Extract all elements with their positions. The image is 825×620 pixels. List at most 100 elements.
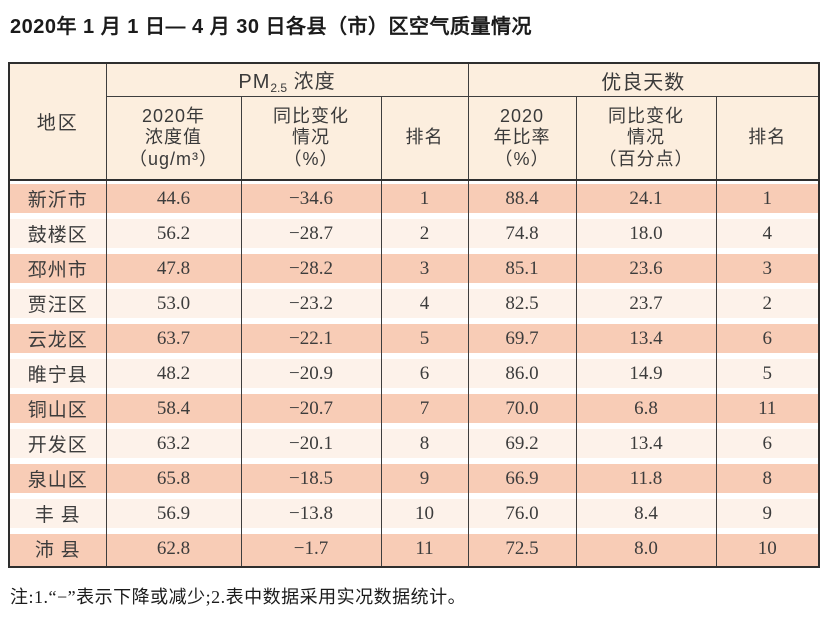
cell-good_rate: 69.2 [467, 426, 577, 461]
cell-good_rank: 3 [715, 251, 820, 286]
header-group-row: 地区 PM2.5 浓度 优良天数 [8, 63, 820, 181]
cell-good_rank: 1 [715, 180, 820, 216]
table-row: 新沂市 44.6 −34.6 1 88.4 24.1 1 [8, 180, 820, 216]
table-row: 邳州市 47.8 −28.2 3 85.1 23.6 3 [8, 251, 820, 286]
header-good-rate-line2: 年比率 [493, 127, 551, 148]
cell-good_rank: 2 [715, 286, 820, 321]
cell-good_rank: 6 [715, 321, 820, 356]
cell-good_rate: 86.0 [467, 356, 577, 391]
cell-region: 邳州市 [8, 251, 107, 286]
cell-pm_change: −18.5 [240, 461, 382, 496]
cell-good_change: 13.4 [575, 321, 717, 356]
cell-good_rank: 4 [715, 216, 820, 251]
cell-good_rank: 11 [715, 391, 820, 426]
cell-pm_rank: 3 [380, 251, 469, 286]
header-good-rank: 排名 [715, 96, 820, 181]
table-row: 云龙区 63.7 −22.1 5 69.7 13.4 6 [8, 321, 820, 356]
header-good-change-line3: （百分点） [598, 148, 694, 169]
cell-good_rank: 5 [715, 356, 820, 391]
cell-pm_rank: 10 [380, 496, 469, 531]
header-pm-change-line2: 情况 [292, 127, 330, 148]
header-pm-change-line3: （%） [283, 148, 339, 169]
cell-region: 泉山区 [8, 461, 107, 496]
cell-good_rate: 70.0 [467, 391, 577, 426]
header-pm-change-line1: 同比变化 [273, 105, 349, 126]
table-row: 铜山区 58.4 −20.7 7 70.0 6.8 11 [8, 391, 820, 426]
table-row: 开发区 63.2 −20.1 8 69.2 13.4 6 [8, 426, 820, 461]
cell-good_change: 6.8 [575, 391, 717, 426]
cell-pm_change: −22.1 [240, 321, 382, 356]
cell-good_rank: 8 [715, 461, 820, 496]
header-pm-value: 2020年 浓度值 （ug/m³） [105, 96, 242, 181]
cell-pm_value: 65.8 [105, 461, 242, 496]
cell-region: 沛 县 [8, 531, 107, 567]
cell-pm_value: 63.7 [105, 321, 242, 356]
header-pm25-group: PM2.5 浓度 [105, 63, 469, 97]
header-pm-change: 同比变化 情况 （%） [240, 96, 382, 181]
footnote: 注:1.“−”表示下降或减少;2.表中数据采用实况数据统计。 [10, 587, 467, 607]
cell-region: 鼓楼区 [8, 216, 107, 251]
cell-pm_value: 44.6 [105, 180, 242, 216]
header-good-days-group: 优良天数 [467, 63, 820, 97]
page-title: 2020年 1 月 1 日— 4 月 30 日各县（市）区空气质量情况 [10, 16, 533, 38]
cell-pm_value: 62.8 [105, 531, 242, 567]
cell-pm_value: 56.2 [105, 216, 242, 251]
cell-pm_rank: 11 [380, 531, 469, 567]
cell-good_rate: 88.4 [467, 180, 577, 216]
header-pm-value-line3: （ug/m³） [128, 148, 218, 169]
cell-pm_rank: 8 [380, 426, 469, 461]
cell-pm_value: 53.0 [105, 286, 242, 321]
header-good-change: 同比变化 情况 （百分点） [575, 96, 717, 181]
table-row: 丰 县 56.9 −13.8 10 76.0 8.4 9 [8, 496, 820, 531]
air-quality-table: 地区 PM2.5 浓度 优良天数 2020年 浓度值 （ug/m³） 同比变化 … [8, 62, 820, 568]
table-row: 贾汪区 53.0 −23.2 4 82.5 23.7 2 [8, 286, 820, 321]
cell-region: 新沂市 [8, 180, 107, 216]
cell-pm_value: 48.2 [105, 356, 242, 391]
cell-pm_change: −23.2 [240, 286, 382, 321]
pm25-label-rest: 浓度 [287, 71, 336, 93]
cell-pm_change: −1.7 [240, 531, 382, 567]
table-row: 泉山区 65.8 −18.5 9 66.9 11.8 8 [8, 461, 820, 496]
header-pm-value-line1: 2020年 [141, 105, 206, 126]
table-row: 鼓楼区 56.2 −28.7 2 74.8 18.0 4 [8, 216, 820, 251]
cell-pm_value: 63.2 [105, 426, 242, 461]
cell-good_change: 11.8 [575, 461, 717, 496]
cell-good_change: 18.0 [575, 216, 717, 251]
cell-pm_change: −28.7 [240, 216, 382, 251]
cell-good_rate: 69.7 [467, 321, 577, 356]
header-region: 地区 [8, 63, 107, 181]
cell-pm_rank: 2 [380, 216, 469, 251]
cell-pm_rank: 1 [380, 180, 469, 216]
cell-good_change: 23.6 [575, 251, 717, 286]
cell-region: 贾汪区 [8, 286, 107, 321]
cell-good_rank: 6 [715, 426, 820, 461]
cell-good_change: 8.4 [575, 496, 717, 531]
cell-good_change: 24.1 [575, 180, 717, 216]
table-row: 沛 县 62.8 −1.7 11 72.5 8.0 10 [8, 531, 820, 567]
cell-pm_change: −34.6 [240, 180, 382, 216]
header-good-rate-line3: （%） [494, 148, 550, 169]
cell-good_rank: 10 [715, 531, 820, 567]
cell-region: 开发区 [8, 426, 107, 461]
cell-region: 云龙区 [8, 321, 107, 356]
cell-pm_change: −20.9 [240, 356, 382, 391]
cell-pm_change: −28.2 [240, 251, 382, 286]
cell-good_rate: 82.5 [467, 286, 577, 321]
table-body: 新沂市 44.6 −34.6 1 88.4 24.1 1 鼓楼区 56.2 −28.7 2 74.8 1… [8, 180, 820, 567]
cell-good_rank: 9 [715, 496, 820, 531]
header-pm-rank: 排名 [380, 96, 469, 181]
pm25-subscript: 2.5 [270, 81, 288, 95]
cell-good_change: 23.7 [575, 286, 717, 321]
cell-good_change: 13.4 [575, 426, 717, 461]
cell-pm_rank: 9 [380, 461, 469, 496]
cell-good_rate: 66.9 [467, 461, 577, 496]
pm25-label: PM [238, 71, 271, 93]
cell-pm_change: −20.7 [240, 391, 382, 426]
table-header: 地区 PM2.5 浓度 优良天数 2020年 浓度值 （ug/m³） 同比变化 … [8, 63, 820, 181]
cell-good_rate: 76.0 [467, 496, 577, 531]
cell-pm_rank: 7 [380, 391, 469, 426]
header-good-rate: 2020 年比率 （%） [467, 96, 577, 181]
cell-region: 睢宁县 [8, 356, 107, 391]
header-good-rate-line1: 2020 [499, 105, 545, 126]
